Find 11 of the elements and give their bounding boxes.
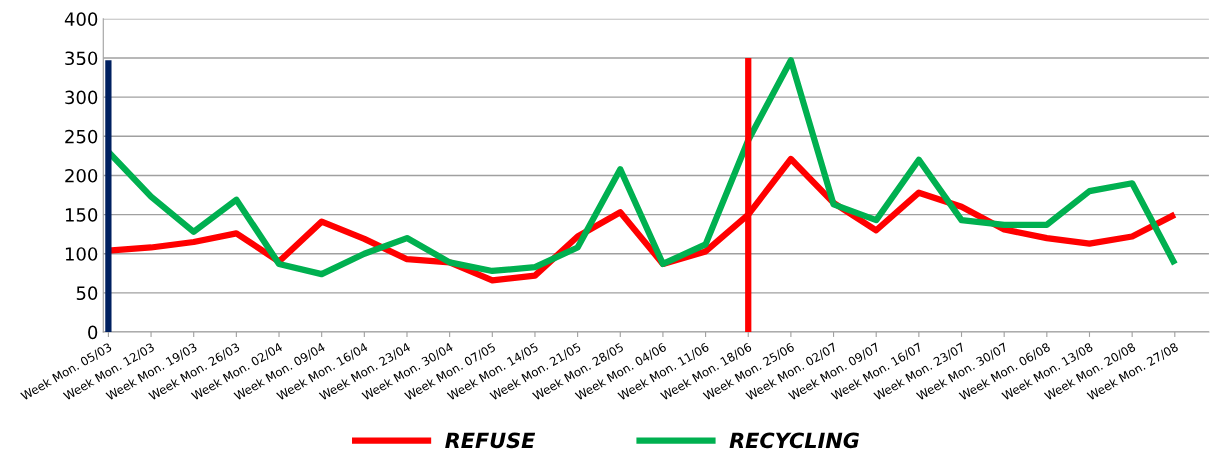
y-tick-label: 300 <box>65 90 98 105</box>
legend-label: RECYCLING <box>729 432 859 449</box>
y-tick-label: 400 <box>64 12 98 26</box>
legend-label: REFUSE <box>445 432 536 449</box>
y-tick-label: 100 <box>65 247 98 261</box>
y-tick-label: 150 <box>65 208 98 222</box>
y-tick-label: 350 <box>65 51 98 66</box>
y-tick-label: 0 <box>88 325 98 340</box>
y-tick-label: 50 <box>76 286 98 301</box>
y-tick-label: 200 <box>65 168 98 183</box>
y-tick-label: 250 <box>65 129 98 144</box>
